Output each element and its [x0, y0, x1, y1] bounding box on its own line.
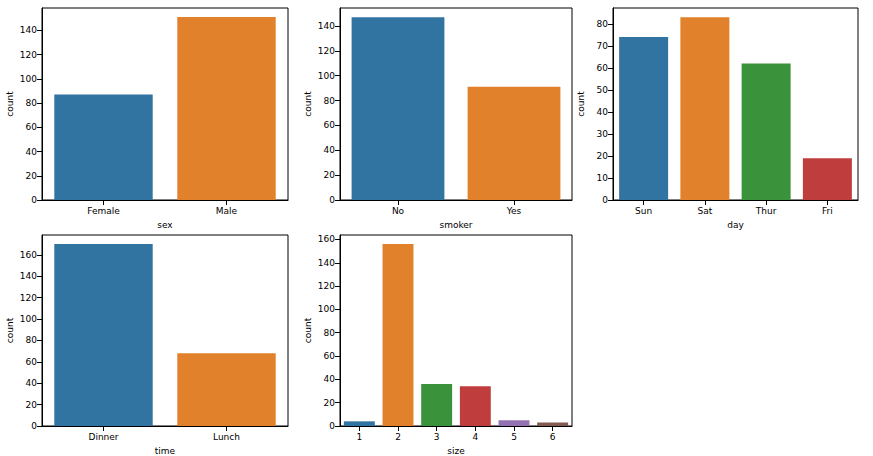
svg-text:time: time [155, 446, 176, 456]
svg-text:0: 0 [602, 195, 608, 205]
svg-text:Lunch: Lunch [213, 432, 240, 442]
svg-text:20: 20 [26, 171, 38, 181]
svg-text:160: 160 [20, 250, 37, 260]
svg-text:80: 80 [26, 335, 38, 345]
svg-text:100: 100 [318, 304, 335, 314]
svg-text:count: count [5, 91, 15, 117]
svg-text:10: 10 [597, 173, 609, 183]
svg-text:80: 80 [597, 19, 609, 29]
svg-text:day: day [727, 220, 744, 230]
svg-text:Fri: Fri [822, 206, 833, 216]
svg-text:40: 40 [26, 147, 38, 157]
svg-text:100: 100 [20, 314, 37, 324]
svg-text:60: 60 [26, 357, 38, 367]
svg-text:60: 60 [324, 120, 336, 130]
svg-text:Female: Female [87, 206, 120, 216]
svg-text:140: 140 [318, 21, 335, 31]
svg-text:160: 160 [318, 234, 335, 244]
svg-text:size: size [447, 446, 465, 456]
svg-text:0: 0 [31, 195, 37, 205]
svg-text:140: 140 [20, 271, 37, 281]
svg-text:50: 50 [597, 85, 609, 95]
svg-text:140: 140 [20, 25, 37, 35]
svg-text:0: 0 [329, 195, 335, 205]
svg-text:count: count [5, 317, 15, 343]
svg-text:count: count [303, 91, 313, 117]
svg-text:120: 120 [318, 281, 335, 291]
svg-text:0: 0 [329, 421, 335, 431]
svg-text:Sat: Sat [697, 206, 712, 216]
svg-text:80: 80 [26, 98, 38, 108]
svg-text:40: 40 [324, 374, 336, 384]
svg-text:count: count [576, 91, 586, 117]
svg-text:40: 40 [26, 378, 38, 388]
svg-text:20: 20 [324, 170, 336, 180]
svg-text:smoker: smoker [439, 220, 472, 230]
svg-text:No: No [392, 206, 405, 216]
svg-text:40: 40 [597, 107, 609, 117]
svg-text:100: 100 [20, 74, 37, 84]
svg-text:6: 6 [550, 432, 556, 442]
svg-text:120: 120 [318, 46, 335, 56]
svg-text:Thur: Thur [755, 206, 777, 216]
svg-text:70: 70 [597, 41, 609, 51]
svg-text:Sun: Sun [635, 206, 652, 216]
svg-text:140: 140 [318, 258, 335, 268]
svg-text:80: 80 [324, 96, 336, 106]
svg-text:Yes: Yes [506, 206, 522, 216]
svg-text:count: count [303, 317, 313, 343]
svg-text:2: 2 [395, 432, 401, 442]
svg-text:60: 60 [26, 122, 38, 132]
svg-text:1: 1 [356, 432, 362, 442]
svg-text:4: 4 [472, 432, 478, 442]
svg-text:sex: sex [157, 220, 173, 230]
svg-text:120: 120 [20, 293, 37, 303]
svg-text:60: 60 [597, 63, 609, 73]
svg-text:Dinner: Dinner [88, 432, 118, 442]
svg-text:120: 120 [20, 50, 37, 60]
svg-text:5: 5 [511, 432, 517, 442]
svg-text:3: 3 [434, 432, 440, 442]
svg-text:Male: Male [216, 206, 238, 216]
svg-text:60: 60 [324, 351, 336, 361]
svg-text:40: 40 [324, 145, 336, 155]
svg-text:30: 30 [597, 129, 609, 139]
svg-text:100: 100 [318, 71, 335, 81]
svg-text:20: 20 [26, 400, 38, 410]
svg-text:80: 80 [324, 328, 336, 338]
svg-text:20: 20 [324, 398, 336, 408]
svg-text:0: 0 [31, 421, 37, 431]
svg-text:20: 20 [597, 151, 609, 161]
